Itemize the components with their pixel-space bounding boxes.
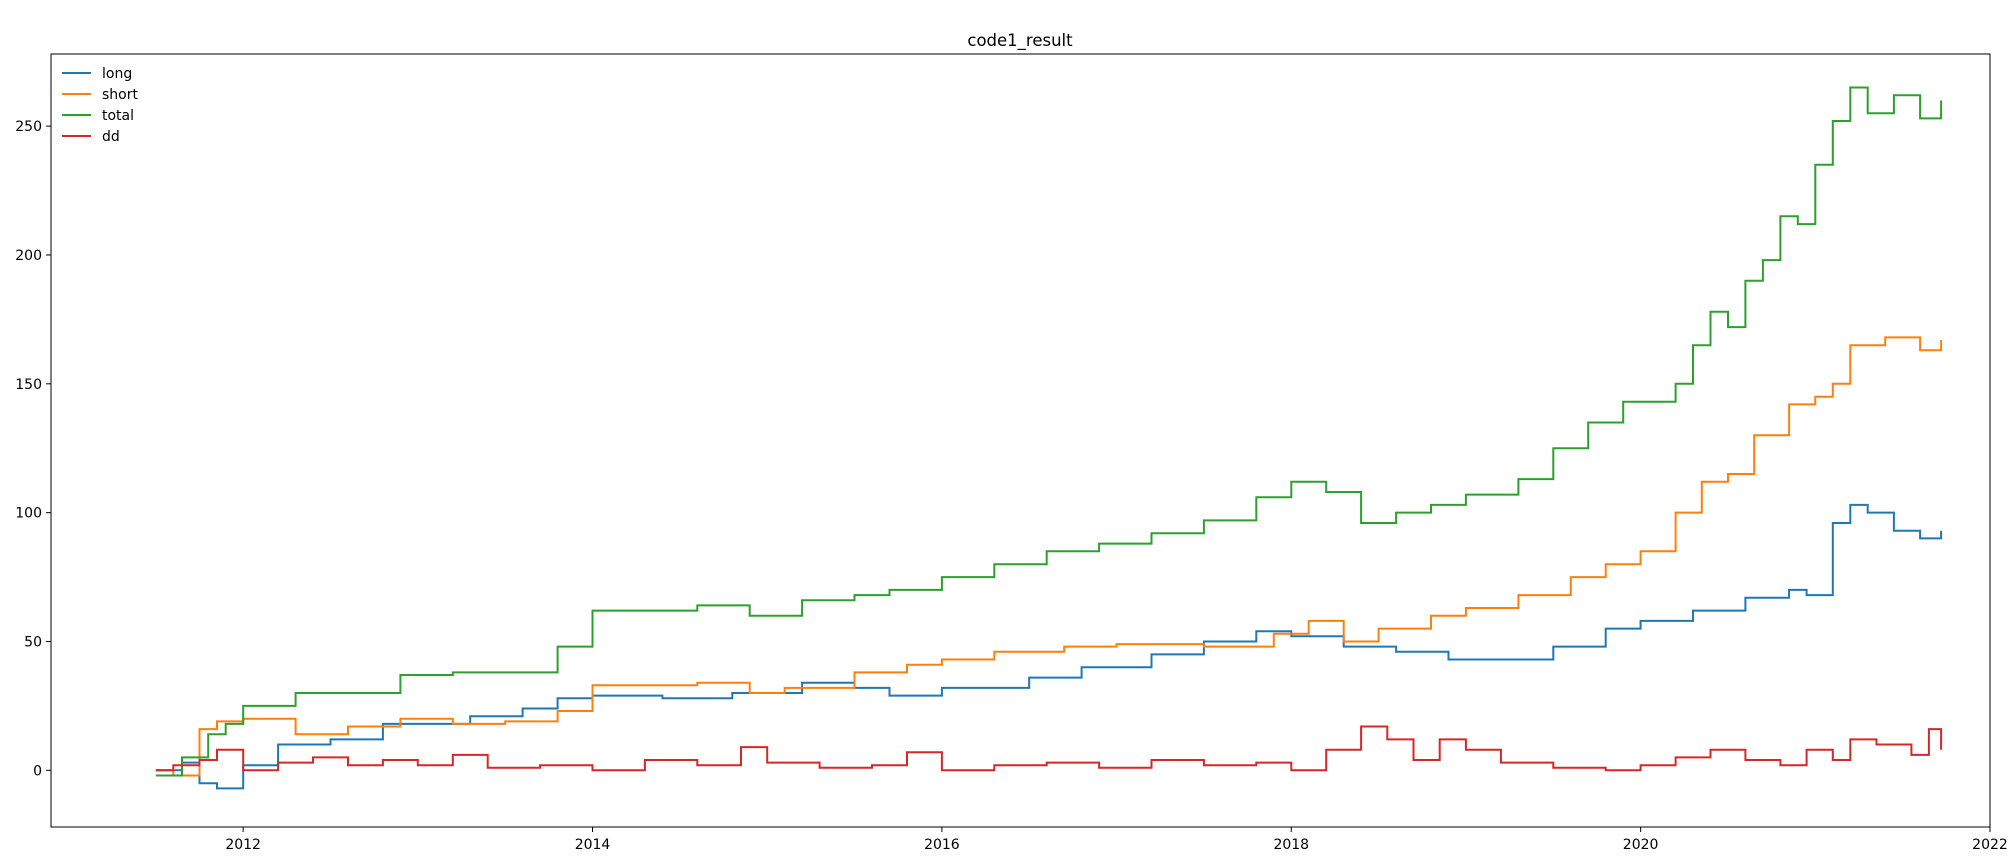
x-tick-label: 2018 xyxy=(1273,837,1309,853)
plot-area xyxy=(155,86,1943,790)
legend-label-short: short xyxy=(102,87,138,103)
y-tick-label: 100 xyxy=(15,506,42,522)
axes: 2012 2014 2016 2018 2020 2022 0 50 100 150 200 250 xyxy=(15,53,2008,853)
x-tick-label: 2020 xyxy=(1623,837,1659,853)
y-tick-label: 50 xyxy=(24,634,42,650)
y-tick-label: 200 xyxy=(15,248,42,264)
series-line-total xyxy=(155,86,1943,777)
x-tick-label: 2014 xyxy=(575,837,611,853)
y-tick-label: 0 xyxy=(33,763,42,779)
legend-label-dd: dd xyxy=(102,129,120,145)
series-line-long xyxy=(155,503,1943,790)
x-tick-label: 2022 xyxy=(1972,837,2008,853)
series-line-short xyxy=(155,336,1943,777)
legend: long short total dd xyxy=(62,66,138,145)
legend-label-total: total xyxy=(102,108,134,124)
y-tick-label: 150 xyxy=(15,377,42,393)
x-tick-label: 2012 xyxy=(225,837,261,853)
series-line-dd xyxy=(155,725,1943,772)
chart-title: code1_result xyxy=(967,31,1073,51)
x-tick-label: 2016 xyxy=(924,837,960,853)
axes-frame xyxy=(50,53,1991,828)
legend-label-long: long xyxy=(102,66,132,82)
y-tick-label: 250 xyxy=(15,119,42,135)
